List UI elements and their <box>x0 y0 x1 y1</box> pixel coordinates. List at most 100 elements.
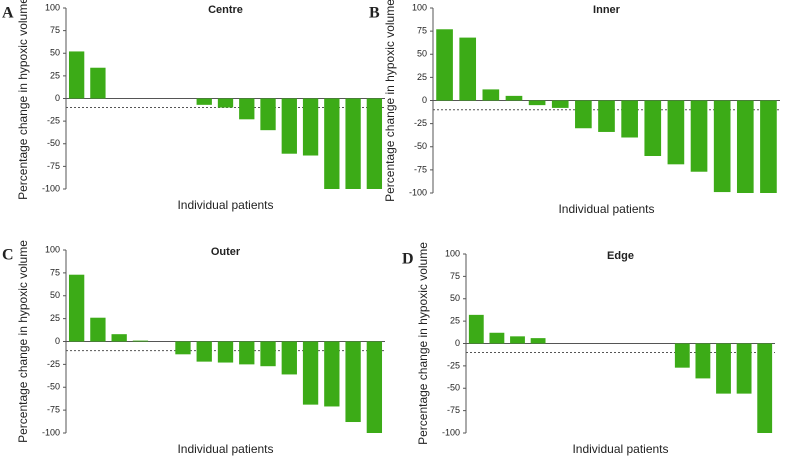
y-axis-label: Percentage change in hypoxic volume <box>16 240 30 443</box>
bar <box>690 100 708 172</box>
bar <box>505 95 523 101</box>
x-axis-label: Individual patients <box>177 442 273 456</box>
y-tick-label: 25 <box>50 70 60 80</box>
bar <box>324 98 340 189</box>
x-axis-label: Individual patients <box>177 198 273 212</box>
y-tick-label: 75 <box>50 267 60 277</box>
bar <box>68 51 85 99</box>
bar <box>90 317 106 342</box>
bar <box>281 341 297 375</box>
chart-title: Outer <box>211 246 241 258</box>
y-tick-label: -75 <box>47 161 60 171</box>
bar <box>528 100 546 106</box>
bar <box>736 343 752 394</box>
bar <box>695 343 711 379</box>
y-tick-label: 25 <box>417 72 427 82</box>
bar <box>644 100 662 156</box>
bar <box>366 98 383 189</box>
bar <box>598 100 615 132</box>
bar <box>260 341 276 367</box>
y-tick-label: 100 <box>45 244 60 254</box>
bar <box>111 334 127 342</box>
bar <box>68 274 85 342</box>
bar <box>436 29 453 101</box>
chart-title: Centre <box>208 4 243 16</box>
chart-title: Edge <box>607 250 634 262</box>
y-tick-label: 0 <box>55 93 60 103</box>
bar <box>281 98 297 154</box>
bar <box>345 98 361 189</box>
y-tick-label: 0 <box>422 95 427 105</box>
bar <box>459 37 477 101</box>
bar <box>239 341 255 365</box>
bar <box>713 100 731 193</box>
bar <box>260 98 276 131</box>
y-tick-label: -100 <box>442 427 460 437</box>
bar <box>482 89 500 101</box>
bar <box>575 100 592 129</box>
bar <box>345 341 361 423</box>
bar <box>530 338 546 344</box>
bar <box>239 98 255 120</box>
y-tick-label: -25 <box>47 359 60 369</box>
y-tick-label: 50 <box>450 293 460 303</box>
y-tick-label: 0 <box>455 338 460 348</box>
y-tick-label: 50 <box>50 290 60 300</box>
y-tick-label: 100 <box>445 248 460 258</box>
panel-label: A <box>2 5 14 22</box>
y-tick-label: -75 <box>414 164 427 174</box>
panel-label: B <box>369 5 380 22</box>
bar <box>489 332 505 344</box>
bar <box>551 100 569 108</box>
y-tick-label: 0 <box>55 336 60 346</box>
y-tick-label: -50 <box>47 138 60 148</box>
bar <box>736 100 754 193</box>
y-tick-label: 25 <box>50 313 60 323</box>
bar <box>674 343 690 368</box>
bar <box>716 343 731 394</box>
bar <box>90 67 106 99</box>
bar <box>366 341 383 433</box>
y-tick-label: 100 <box>45 2 60 12</box>
y-tick-label: 75 <box>417 26 427 36</box>
y-tick-label: 50 <box>50 48 60 58</box>
y-tick-label: -25 <box>47 116 60 126</box>
bar <box>196 98 212 105</box>
bar <box>217 98 234 108</box>
y-tick-label: -50 <box>414 141 427 151</box>
chart-title: Inner <box>593 4 621 16</box>
x-axis-label: Individual patients <box>572 442 668 456</box>
panel-label: D <box>402 251 414 268</box>
bar <box>667 100 685 165</box>
y-tick-label: 50 <box>417 49 427 59</box>
y-tick-label: -75 <box>47 405 60 415</box>
bar <box>175 341 191 355</box>
y-axis-label: Percentage change in hypoxic volume <box>383 0 397 202</box>
bar <box>757 343 773 433</box>
bar <box>510 336 525 344</box>
y-tick-label: 75 <box>50 25 60 35</box>
y-tick-label: -100 <box>42 183 60 193</box>
bar <box>324 341 340 407</box>
y-tick-label: 100 <box>412 2 427 12</box>
y-tick-label: -75 <box>447 405 460 415</box>
bar <box>196 341 212 362</box>
bar <box>468 314 484 344</box>
y-tick-label: -50 <box>447 383 460 393</box>
y-tick-label: 25 <box>450 316 460 326</box>
bar <box>760 100 777 193</box>
bar <box>132 340 149 342</box>
y-tick-label: -50 <box>47 382 60 392</box>
bar <box>302 341 319 405</box>
y-tick-label: -100 <box>42 427 60 437</box>
panel-label: C <box>2 247 14 264</box>
y-axis-label: Percentage change in hypoxic volume <box>16 0 30 200</box>
y-tick-label: -25 <box>447 360 460 370</box>
y-tick-label: -100 <box>409 187 427 197</box>
x-axis-label: Individual patients <box>558 202 654 216</box>
y-tick-label: 75 <box>450 271 460 281</box>
bar <box>621 100 638 138</box>
y-tick-label: -25 <box>414 118 427 128</box>
bar <box>302 98 319 156</box>
